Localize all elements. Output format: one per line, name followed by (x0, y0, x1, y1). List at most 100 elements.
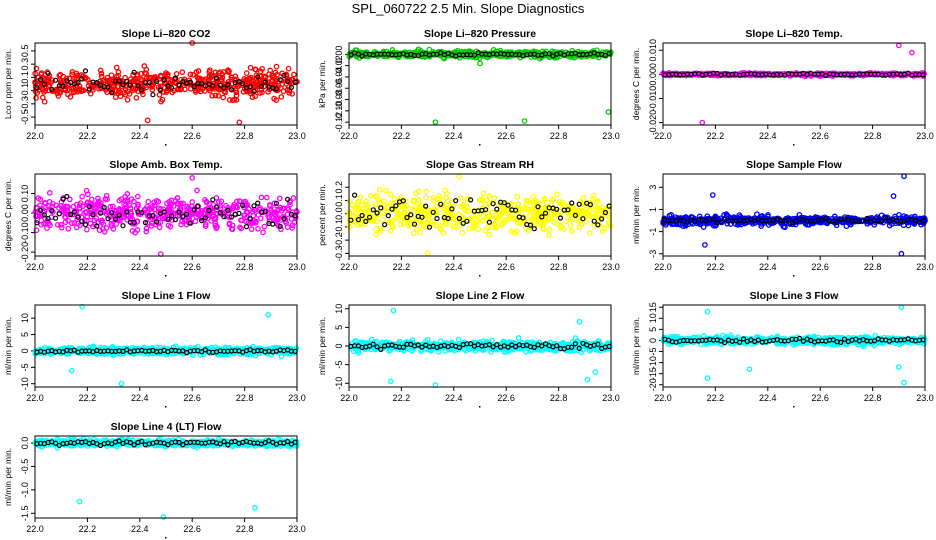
x-tick-label: 22.8 (550, 262, 568, 272)
data-point (289, 90, 296, 97)
panel-title: Slope Sample Flow (746, 159, 843, 171)
x-tick-label: 22.2 (707, 393, 725, 403)
data-point (157, 72, 164, 79)
data-point (103, 225, 110, 231)
data-point (78, 88, 85, 94)
data-point (700, 224, 707, 230)
data-point (226, 68, 232, 74)
data-point (61, 206, 68, 213)
data-point-outlier (699, 119, 706, 126)
data-point (95, 195, 101, 202)
y-tick-label: 0.1 (20, 71, 30, 84)
x-tick-label: 22.4 (759, 393, 777, 403)
y-tick-label: 0.000 (648, 63, 658, 86)
x-tick-label: 22.6 (811, 131, 829, 141)
data-point (163, 70, 169, 76)
data-point (47, 222, 53, 228)
data-point (148, 74, 154, 81)
data-point (285, 65, 292, 72)
data-point (285, 206, 292, 213)
data-point (129, 87, 136, 94)
data-point (417, 229, 423, 236)
x-tick-label: 22.6 (183, 131, 201, 141)
data-point-black (281, 72, 287, 79)
x-tick-label: 23.0 (602, 393, 620, 403)
data-point (108, 72, 115, 79)
data-point (98, 70, 105, 77)
data-point (122, 91, 129, 98)
data-point (226, 220, 233, 227)
data-point (387, 191, 394, 198)
data-point (156, 91, 163, 98)
y-tick-label: 0 (648, 338, 658, 343)
data-point (98, 200, 104, 206)
data-point-black (359, 53, 365, 59)
data-point (212, 92, 219, 99)
y-axis-label: degrees C per min. (3, 179, 13, 251)
data-point (132, 229, 139, 236)
data-point (116, 197, 123, 204)
data-point-outlier (605, 109, 612, 115)
data-point (489, 337, 495, 344)
data-point (486, 193, 493, 199)
y-axis-label: ml/min per min. (631, 186, 641, 244)
x-tick-label: 22.6 (497, 393, 515, 403)
data-point (232, 73, 239, 80)
data-point (88, 196, 95, 203)
data-point-black (288, 84, 294, 91)
panel-4: Slope Amb. Box Temp.degrees C per min.-0… (3, 159, 306, 277)
data-point-black (352, 192, 358, 198)
data-point (58, 78, 64, 84)
data-point-outlier (388, 378, 394, 385)
data-point (212, 222, 219, 229)
x-tick-label: 22.2 (79, 262, 97, 272)
x-tick-label: 22.4 (131, 262, 149, 272)
data-point (265, 213, 271, 219)
data-point (162, 215, 169, 222)
data-point (139, 88, 145, 95)
data-point (173, 71, 180, 77)
data-point-black (41, 212, 48, 218)
data-point (567, 222, 574, 229)
data-point-outlier (592, 369, 599, 375)
data-point (46, 198, 53, 205)
y-tick-label: 0.3 (20, 58, 30, 71)
y-tick-label: 10 (648, 313, 658, 323)
data-point (426, 46, 433, 53)
plot-frame (348, 42, 612, 126)
x-tick-label: 22.4 (445, 393, 463, 403)
data-point-black (905, 70, 911, 76)
data-point-black (546, 51, 552, 57)
data-point (115, 69, 122, 75)
data-point (199, 86, 206, 92)
data-point-black (116, 212, 122, 218)
data-point-black (210, 83, 216, 89)
data-point (141, 70, 148, 76)
data-point (89, 81, 96, 88)
y-tick-label: 3 (648, 185, 658, 190)
panel-title: Slope Amb. Box Temp. (109, 159, 222, 171)
data-point (220, 94, 227, 101)
data-point (97, 67, 104, 74)
data-point (110, 203, 116, 210)
data-point (73, 87, 80, 93)
y-tick-label: -0.1 (334, 219, 344, 235)
data-point (410, 230, 417, 237)
data-point (140, 91, 146, 98)
data-point-outlier (265, 311, 272, 318)
data-point (167, 223, 174, 230)
data-point (220, 69, 227, 75)
data-point (514, 193, 521, 200)
data-point (209, 92, 216, 99)
data-point-black (64, 193, 70, 200)
data-point (286, 89, 293, 96)
data-point (229, 97, 236, 104)
data-point (33, 213, 39, 220)
x-tick-label: 22.8 (236, 262, 254, 272)
y-tick-label: 10 (20, 313, 30, 323)
data-point-black (127, 82, 133, 88)
x-tick-label: 23.0 (602, 262, 620, 272)
y-tick-label: 5 (334, 325, 344, 330)
